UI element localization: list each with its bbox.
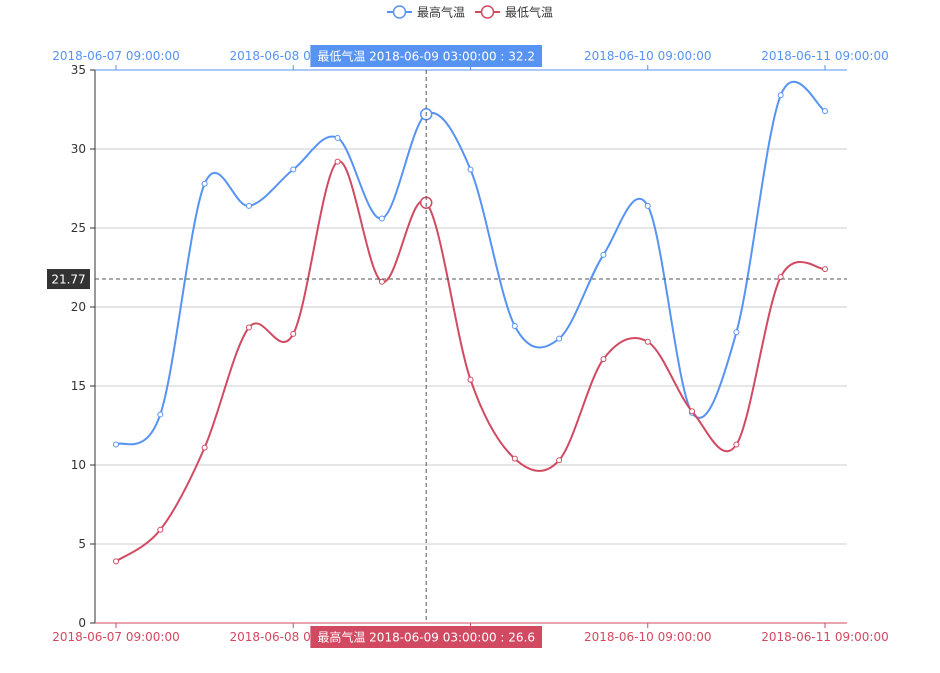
bottom-pointer-label-text: 最高气温 2018-06-09 03:00:00 : 26.6 (317, 630, 535, 645)
y-tick-label: 20 (71, 300, 86, 314)
top-x-tick-label: 2018-06-11 09:00:00 (761, 49, 888, 63)
top-x-tick-label: 2018-06-10 09:00:00 (584, 49, 711, 63)
data-point[interactable] (378, 215, 385, 222)
legend[interactable]: 最高气温 最低气温 (387, 5, 553, 20)
y-tick-label: 25 (71, 221, 86, 235)
data-point[interactable] (467, 166, 474, 173)
axis-pointer: 21.77 最低气温 2018-06-09 03:00:00 : 32.2 最高气温… (47, 45, 847, 648)
bottom-pointer-label-bg (310, 626, 543, 648)
legend-label: 最低气温 (505, 5, 553, 20)
data-point[interactable] (822, 266, 828, 273)
top-pointer-label: 最低气温 2018-06-09 03:00:00 : 32.2 (310, 45, 543, 67)
data-point[interactable] (556, 457, 563, 464)
data-point[interactable] (600, 356, 607, 363)
data-point[interactable] (511, 322, 518, 329)
legend-marker-icon (480, 5, 495, 19)
legend-item-2[interactable]: 最低气温 (475, 5, 553, 20)
data-point[interactable] (822, 108, 828, 115)
y-tick-label: 10 (71, 458, 86, 472)
data-point[interactable] (334, 158, 341, 165)
y-tick-label: 0 (78, 616, 86, 630)
data-point[interactable] (733, 329, 740, 336)
data-point[interactable] (290, 330, 297, 337)
data-point[interactable] (600, 251, 607, 258)
data-point[interactable] (511, 455, 518, 462)
bottom-pointer-label: 最高气温 2018-06-09 03:00:00 : 26.6 (310, 626, 543, 648)
grid-lines (95, 69, 847, 545)
data-point[interactable] (245, 202, 252, 209)
bottom-x-tick-label: 2018-06-07 09:00:00 (52, 630, 179, 644)
y-tick-label: 5 (78, 537, 86, 551)
data-point[interactable] (467, 376, 474, 383)
data-point[interactable] (201, 444, 208, 451)
top-pointer-label-text: 最低气温 2018-06-09 03:00:00 : 32.2 (317, 49, 535, 64)
y-tick-label: 15 (71, 379, 86, 393)
data-point[interactable] (556, 335, 563, 342)
data-point[interactable] (157, 411, 164, 418)
legend-label: 最高气温 (417, 5, 465, 20)
y-pointer-label: 21.77 (51, 273, 85, 287)
data-point[interactable] (689, 408, 696, 415)
data-point[interactable] (644, 202, 651, 209)
y-tick-label: 30 (71, 142, 86, 156)
y-tick-label: 35 (71, 63, 86, 77)
bottom-x-tick-label: 2018-06-10 09:00:00 (584, 630, 711, 644)
data-point[interactable] (113, 441, 119, 448)
data-point[interactable] (777, 92, 784, 99)
series-line-2 (115, 160, 826, 563)
y-pointer-label-bg (47, 269, 90, 290)
bottom-x-tick-label: 2018-06-11 09:00:00 (761, 630, 888, 644)
series-line-1 (115, 80, 826, 446)
top-pointer-label-bg (310, 45, 543, 67)
data-point[interactable] (644, 338, 651, 345)
data-point[interactable] (157, 526, 164, 533)
data-point[interactable] (201, 180, 208, 187)
data-point[interactable] (334, 134, 341, 141)
data-point[interactable] (777, 273, 784, 280)
data-point[interactable] (290, 166, 297, 173)
data-point[interactable] (113, 558, 119, 565)
legend-item-1[interactable]: 最高气温 (387, 5, 465, 20)
series-layer (113, 80, 828, 565)
data-point[interactable] (378, 278, 385, 285)
data-point[interactable] (245, 324, 252, 331)
legend-marker-icon (392, 5, 407, 19)
top-x-tick-label: 2018-06-07 09:00:00 (52, 49, 179, 63)
data-point[interactable] (733, 441, 740, 448)
